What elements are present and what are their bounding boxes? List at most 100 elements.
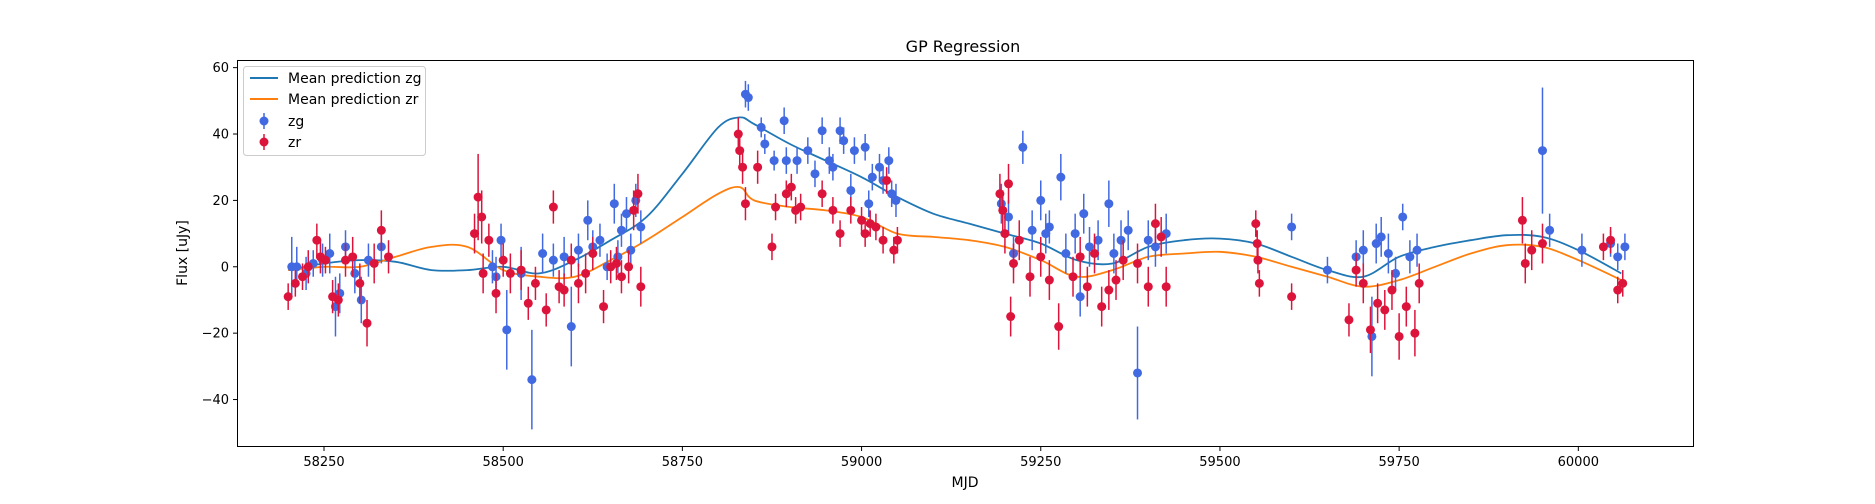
data-point-zr — [1380, 305, 1390, 315]
data-point-zr — [892, 235, 902, 245]
data-point-zr — [303, 262, 313, 272]
data-point-zr — [767, 242, 777, 252]
data-point-zg — [583, 215, 593, 225]
data-point-zg — [743, 93, 753, 103]
x-tick-label: 58500 — [483, 455, 524, 470]
data-point-zg — [292, 262, 302, 272]
data-point-zg — [835, 126, 845, 136]
data-point-zr — [624, 262, 634, 272]
legend-box — [243, 66, 426, 156]
data-point-zr — [1036, 252, 1046, 262]
data-point-zg — [1391, 268, 1401, 278]
data-point-zg — [867, 172, 877, 182]
data-point-zg — [1104, 199, 1114, 209]
data-point-zr — [1082, 282, 1092, 292]
axes-frame — [237, 60, 1694, 447]
data-point-zg — [860, 142, 870, 152]
data-point-zr — [491, 288, 501, 298]
data-point-zr — [498, 255, 508, 265]
data-point-zr — [1044, 275, 1054, 285]
data-point-zg — [817, 126, 827, 136]
data-point-zr — [559, 285, 569, 295]
data-point-zr — [505, 268, 515, 278]
data-point-zr — [1365, 325, 1375, 335]
y-tick-label: −40 — [202, 393, 229, 408]
data-point-zr — [786, 182, 796, 192]
data-point-zg — [864, 199, 874, 209]
data-point-zr — [828, 205, 838, 215]
data-point-zr — [878, 235, 888, 245]
data-point-zg — [1070, 229, 1080, 239]
plot-area — [283, 80, 1630, 430]
data-point-zg — [502, 325, 512, 335]
data-point-zr — [1401, 302, 1411, 312]
data-point-zr — [1618, 278, 1628, 288]
data-point-zr — [871, 222, 881, 232]
data-point-zr — [566, 255, 576, 265]
data-point-zr — [835, 229, 845, 239]
data-point-zg — [1376, 232, 1386, 242]
data-point-zg — [824, 156, 834, 166]
data-point-zr — [616, 272, 626, 282]
data-point-zr — [341, 255, 351, 265]
data-point-zg — [573, 245, 583, 255]
data-point-zr — [633, 189, 643, 199]
data-point-zr — [846, 205, 856, 215]
data-point-zr — [1287, 292, 1297, 302]
data-point-zr — [355, 278, 365, 288]
data-point-zr — [1387, 285, 1397, 295]
data-point-zr — [1606, 235, 1616, 245]
data-point-zr — [516, 265, 526, 275]
data-point-zg — [1075, 292, 1085, 302]
data-point-zr — [1161, 282, 1171, 292]
data-point-zg — [1133, 368, 1143, 378]
x-tick-label: 59500 — [1199, 455, 1240, 470]
data-point-zr — [477, 212, 487, 222]
x-tick-label: 58750 — [662, 455, 703, 470]
data-point-zr — [298, 272, 308, 282]
data-point-zr — [1104, 285, 1114, 295]
data-point-zr — [1253, 255, 1263, 265]
data-point-zr — [1006, 312, 1016, 322]
data-point-zg — [1405, 252, 1415, 262]
lines-layer — [288, 116, 1622, 288]
data-point-zg — [548, 255, 558, 265]
data-point-zg — [1287, 222, 1297, 232]
data-point-zg — [849, 146, 859, 156]
data-point-zr — [733, 129, 743, 139]
data-point-zr — [1613, 285, 1623, 295]
data-point-zr — [333, 295, 343, 305]
data-point-zg — [595, 235, 605, 245]
x-tick-label: 59250 — [1020, 455, 1061, 470]
data-point-zr — [781, 189, 791, 199]
data-point-zg — [1613, 252, 1623, 262]
legend-label-zg: zg — [288, 114, 304, 130]
data-point-zg — [846, 185, 856, 195]
data-point-zg — [839, 136, 849, 146]
y-tick-label: 20 — [212, 194, 229, 209]
data-point-zg — [1004, 212, 1014, 222]
data-point-zr — [1344, 315, 1354, 325]
data-point-zr — [1537, 239, 1547, 249]
data-point-zg — [781, 156, 791, 166]
data-point-zr — [1527, 245, 1537, 255]
x-tick-label: 58250 — [303, 455, 344, 470]
data-point-zg — [792, 156, 802, 166]
data-point-zr — [1254, 278, 1264, 288]
data-point-zr — [581, 268, 591, 278]
data-point-zr — [362, 318, 372, 328]
data-point-zg — [559, 252, 569, 262]
data-point-zr — [1410, 328, 1420, 338]
data-point-zg — [1322, 265, 1332, 275]
data-point-zr — [1090, 249, 1100, 258]
y-axis-label: Flux [uJy] — [175, 220, 191, 286]
data-point-zg — [760, 139, 770, 149]
data-point-zg — [325, 249, 335, 258]
data-point-zg — [538, 249, 548, 258]
data-point-zr — [1252, 239, 1262, 249]
data-point-zr — [998, 205, 1008, 215]
data-point-zg — [1537, 146, 1547, 156]
data-point-zr — [1143, 282, 1153, 292]
x-axis-label: MJD — [952, 475, 979, 491]
